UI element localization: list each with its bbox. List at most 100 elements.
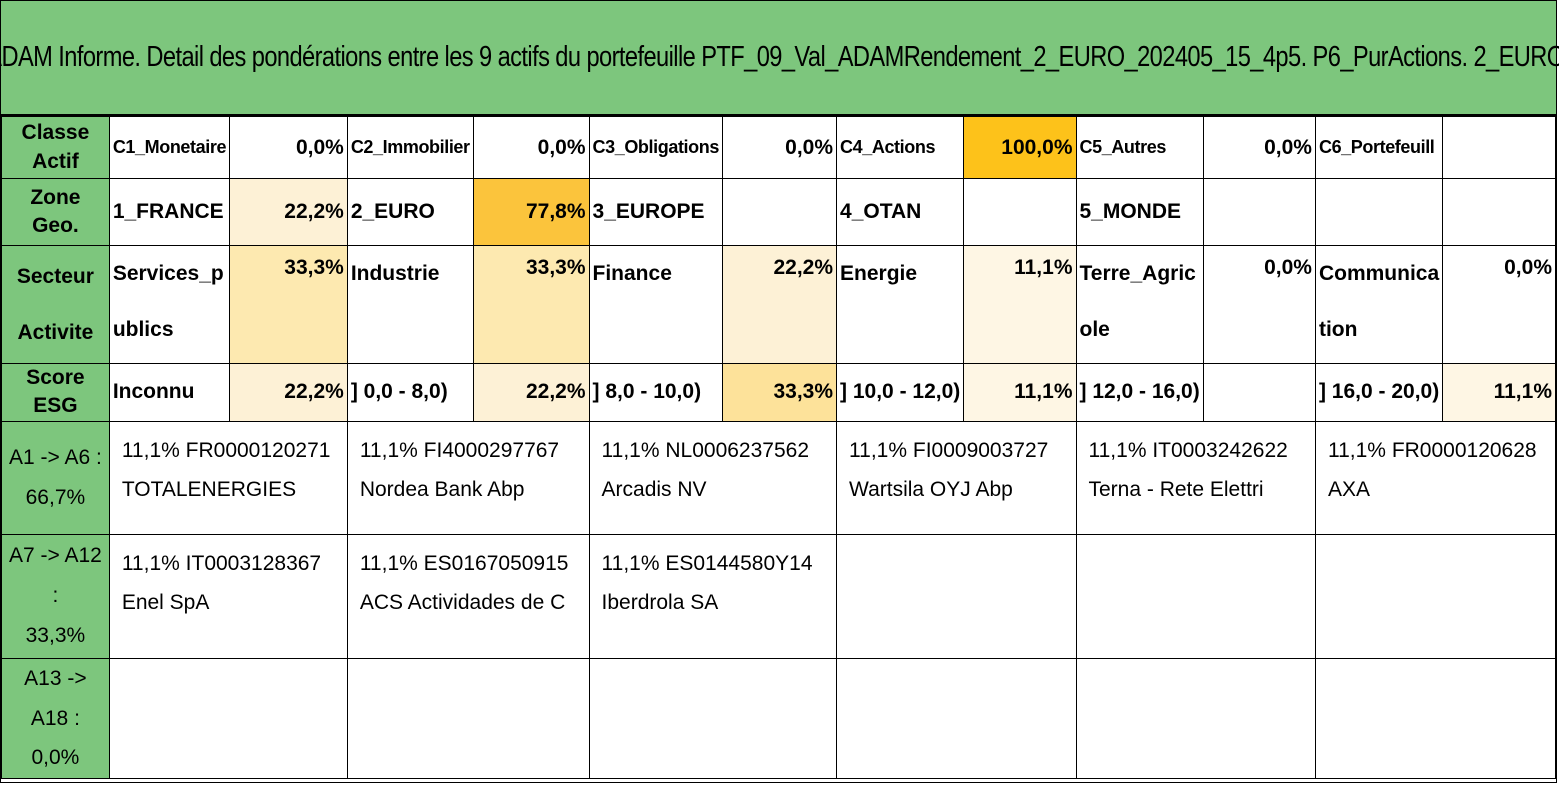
group-range: A1 -> A6 :	[9, 445, 102, 469]
asset-cell: 11,1% FR0000120628 AXA	[1314, 420, 1557, 535]
asset-isin: ES0167050915	[423, 551, 569, 575]
cell-value: 33,3%	[721, 363, 838, 422]
asset-pct: 11,1%	[121, 551, 180, 575]
cell-label: C1_Monetaire	[108, 116, 231, 179]
cell-value: 22,2%	[472, 363, 590, 422]
asset-cell: 11,1% IT0003242622 Terna - Rete Elettri	[1075, 420, 1316, 535]
cell-value: 100,0%	[963, 116, 1077, 179]
asset-cell-empty	[1314, 533, 1557, 659]
cell-value: 33,3%	[229, 245, 348, 364]
cell-value: 22,2%	[229, 178, 348, 246]
cell-label: ] 16,0 - 20,0)	[1314, 363, 1444, 422]
row-header-zone: Zone Geo.	[1, 178, 110, 246]
cell-value: 0,0%	[472, 116, 590, 179]
cell-value	[721, 178, 838, 246]
weights-table: Classe Actif C1_Monetaire 0,0% C2_Immobi…	[1, 116, 1557, 780]
cell-value: 11,1%	[1442, 363, 1556, 422]
group-header: A1 -> A6 : 66,7%	[1, 420, 110, 535]
asset-cell-empty	[836, 533, 1077, 659]
cell-value: 22,2%	[721, 245, 838, 364]
asset-name: Arcadis NV	[601, 477, 707, 501]
asset-cell-empty	[108, 657, 348, 780]
asset-pct: 11,1%	[601, 438, 660, 462]
cell-label: C5_Autres	[1075, 116, 1204, 179]
asset-isin: NL0006237562	[665, 438, 809, 462]
cell-value: 33,3%	[472, 245, 590, 364]
asset-name: Iberdrola SA	[601, 590, 719, 614]
cell-label: Terre_Agricole	[1075, 245, 1204, 364]
cell-value	[1202, 178, 1316, 246]
group-range: A13 -> A18 :	[24, 666, 87, 730]
asset-pct: 11,1%	[359, 438, 418, 462]
cell-label: 5_MONDE	[1075, 178, 1204, 246]
asset-cell-empty	[1075, 657, 1316, 780]
row-secteur-activite: Secteur Activite Services_publics 33,3% …	[1, 245, 1556, 364]
cell-label: 2_EURO	[346, 178, 474, 246]
asset-pct: 11,1%	[849, 438, 908, 462]
cell-label: ] 10,0 - 12,0)	[836, 363, 965, 422]
group-range: A7 -> A12 :	[8, 544, 102, 608]
cell-label	[1314, 178, 1444, 246]
asset-cell: 11,1% ES0167050915 ACS Actividades de C	[346, 533, 590, 659]
asset-pct: 11,1%	[601, 551, 660, 575]
cell-label: Inconnu	[108, 363, 231, 422]
cell-value: 77,8%	[472, 178, 590, 246]
cell-value: 22,2%	[229, 363, 348, 422]
row-classe-actif: Classe Actif C1_Monetaire 0,0% C2_Immobi…	[1, 116, 1556, 179]
asset-pct: 11,1%	[1327, 438, 1386, 462]
asset-name: TOTALENERGIES	[121, 477, 297, 501]
asset-name: AXA	[1327, 477, 1370, 501]
asset-name: Enel SpA	[121, 590, 210, 614]
cell-label: C3_Obligations	[588, 116, 723, 179]
cell-value: 0,0%	[1442, 245, 1556, 364]
asset-pct: 11,1%	[359, 551, 418, 575]
asset-cell: 11,1% IT0003128367 Enel SpA	[108, 533, 348, 659]
group-weight: 33,3%	[25, 624, 86, 648]
row-group-a7-a12: A7 -> A12 : 33,3% 11,1% IT0003128367 Ene…	[1, 533, 1557, 659]
cell-value: 0,0%	[229, 116, 348, 179]
report-title: ADAM Informe. Detail des pondérations en…	[0, 41, 1559, 73]
asset-cell: 11,1% FR0000120271 TOTALENERGIES	[108, 420, 348, 535]
cell-value	[1442, 178, 1556, 246]
cell-label: ] 0,0 - 8,0)	[346, 363, 474, 422]
cell-label: Communication	[1314, 245, 1444, 364]
asset-cell: 11,1% ES0144580Y14 Iberdrola SA	[588, 533, 838, 659]
asset-name: Terna - Rete Elettri	[1088, 477, 1264, 501]
asset-name: Wartsila OYJ Abp	[849, 477, 1013, 501]
row-zone-geo: Zone Geo. 1_FRANCE 22,2% 2_EURO 77,8% 3_…	[1, 178, 1556, 246]
group-header: A7 -> A12 : 33,3%	[1, 533, 110, 659]
row-header-classe: Classe Actif	[1, 116, 110, 179]
cell-label: Finance	[588, 245, 723, 364]
asset-isin: IT0003128367	[185, 551, 322, 575]
row-group-a1-a6: A1 -> A6 : 66,7% 11,1% FR0000120271 TOTA…	[1, 420, 1557, 535]
asset-isin: IT0003242622	[1152, 438, 1288, 462]
group-weight: 0,0%	[31, 746, 80, 770]
asset-pct: 11,1%	[1088, 438, 1147, 462]
row-header-secteur: Secteur Activite	[1, 245, 110, 364]
asset-cell: 11,1% FI0009003727 Wartsila OYJ Abp	[836, 420, 1077, 535]
group-weight: 66,7%	[25, 485, 86, 509]
cell-label: 4_OTAN	[836, 178, 965, 246]
asset-isin: FR0000120271	[185, 438, 331, 462]
asset-isin: FI4000297767	[423, 438, 560, 462]
asset-cell-empty	[1075, 533, 1316, 659]
asset-cell: 11,1% FI4000297767 Nordea Bank Abp	[346, 420, 590, 535]
asset-name: Nordea Bank Abp	[359, 477, 525, 501]
cell-value: 11,1%	[963, 363, 1077, 422]
cell-value: 0,0%	[721, 116, 838, 179]
row-score-esg: Score ESG Inconnu 22,2% ] 0,0 - 8,0) 22,…	[1, 363, 1556, 422]
cell-label: 1_FRANCE	[108, 178, 231, 246]
asset-cell-empty	[836, 657, 1077, 780]
cell-value: 0,0%	[1202, 116, 1316, 179]
asset-cell: 11,1% NL0006237562 Arcadis NV	[588, 420, 838, 535]
asset-cell-empty	[346, 657, 590, 780]
cell-label: Energie	[836, 245, 965, 364]
cell-label: ] 12,0 - 16,0)	[1075, 363, 1204, 422]
asset-cell-empty	[1314, 657, 1557, 780]
asset-name: ACS Actividades de C	[359, 590, 566, 614]
title-bar: ADAM Informe. Detail des pondérations en…	[0, 1, 1559, 116]
row-header-esg: Score ESG	[1, 363, 110, 422]
asset-pct: 11,1%	[121, 438, 180, 462]
cell-label: Services_publics	[108, 245, 231, 364]
